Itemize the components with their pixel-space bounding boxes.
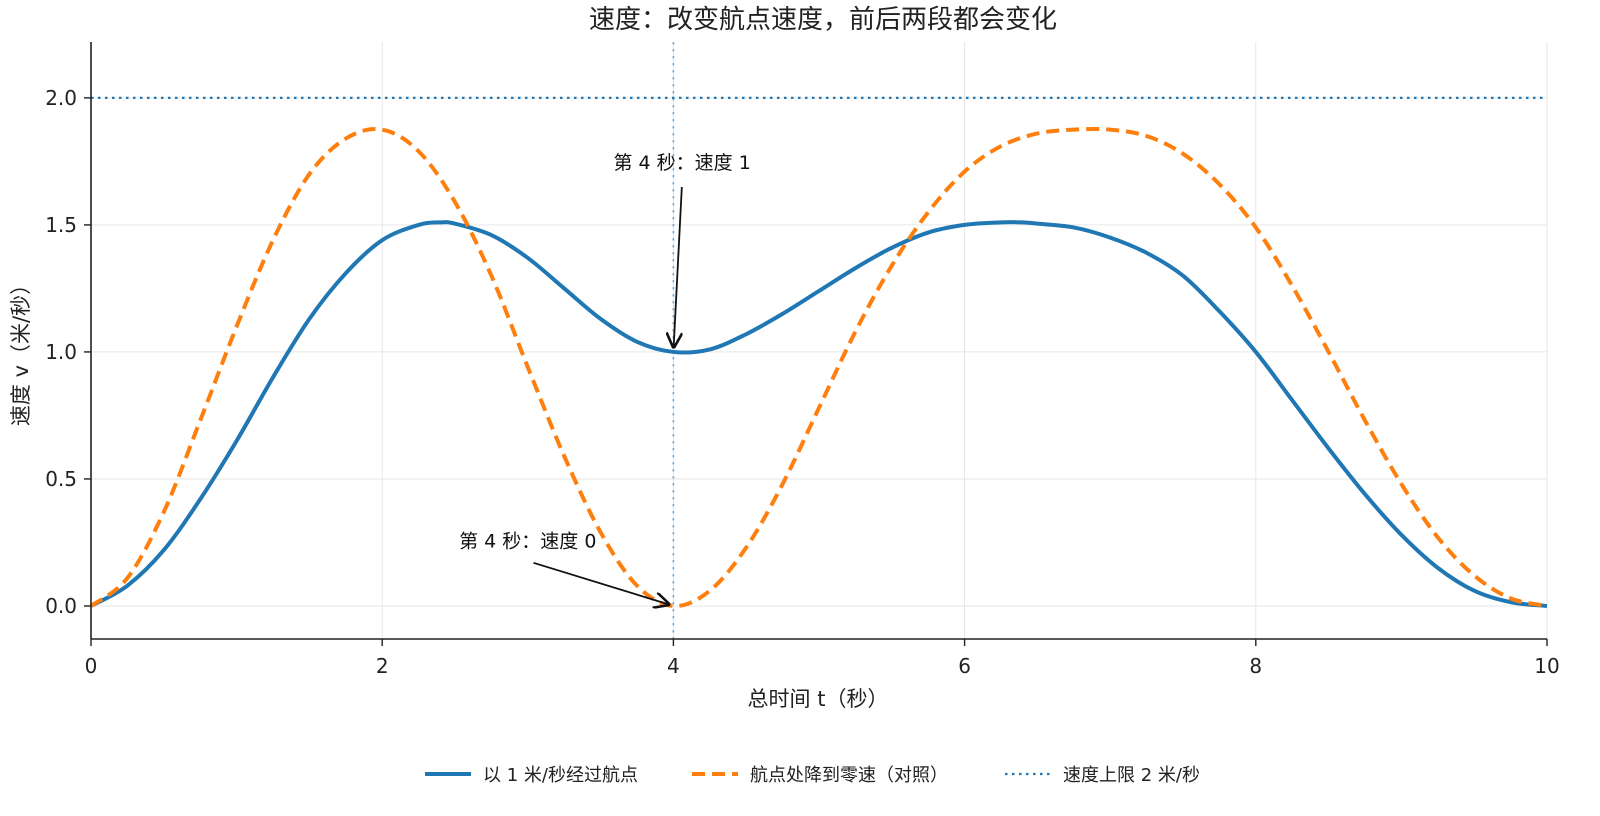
y-tick-label-2: 1.0 [45,340,77,364]
annotation-text-1: 第 4 秒：速度 0 [459,531,596,553]
legend: 以 1 米/秒经过航点 航点处降到零速（对照） 速度上限 2 米/秒 [425,765,1200,786]
legend-label-0: 以 1 米/秒经过航点 [483,765,638,786]
x-tick-label-0: 0 [85,654,98,678]
x-tick-label-3: 6 [958,654,971,678]
annotation-text-0: 第 4 秒：速度 1 [613,152,750,174]
chart-title: 速度：改变航点速度，前后两段都会变化 [589,5,1057,35]
series-layer [89,42,1548,639]
x-tick-label-1: 2 [376,654,389,678]
legend-label-1: 航点处降到零速（对照） [750,765,948,786]
annotations: 第 4 秒：速度 1 第 4 秒：速度 0 [459,152,751,604]
annotation-arrow-1 [533,561,668,605]
x-tick-label-5: 10 [1534,654,1559,678]
x-axis-title: 总时间 t（秒） [748,687,889,711]
x-tick-label-2: 4 [667,654,680,678]
grid [90,42,1548,639]
series-line-0 [90,220,1548,608]
x-tick-label-4: 8 [1249,654,1262,678]
series-line-1 [89,127,1548,608]
y-tick-label-0: 0.0 [45,594,77,618]
y-tick-label-3: 1.5 [45,213,77,237]
y-tick-label-1: 0.5 [45,467,77,491]
legend-label-2: 速度上限 2 米/秒 [1063,765,1200,786]
y-axis-title: 速度 v（米/秒） [9,274,33,426]
annotation-arrow-0 [674,186,683,347]
y-tick-label-4: 2.0 [45,86,77,110]
axes: 0 2 4 6 8 10 0.0 0.5 1.0 1.5 2.0 [45,42,1560,678]
